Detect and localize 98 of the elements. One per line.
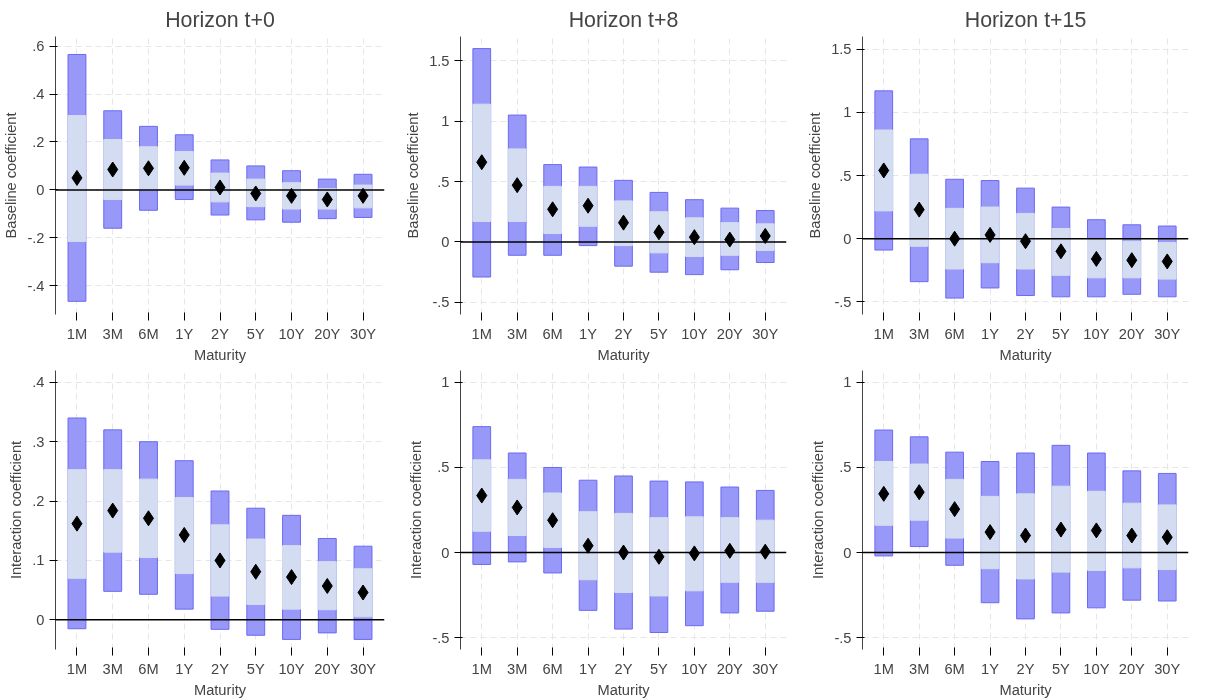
y-axis-title: Baseline coefficient [405, 112, 422, 239]
x-tick-label: 1Y [579, 325, 598, 342]
x-tick-label: 20Y [314, 660, 341, 677]
x-tick-label: 2Y [1016, 325, 1035, 342]
x-tick-label: 2Y [614, 325, 633, 342]
x-tick-label: 30Y [752, 660, 779, 677]
x-tick-label: 5Y [1051, 325, 1071, 342]
y-tick-label: 1 [441, 374, 450, 391]
x-tick-label: 1Y [579, 660, 598, 677]
x-axis-title: Maturity [999, 681, 1053, 698]
x-tick-label: 6M [944, 325, 965, 342]
x-tick-label: 3M [102, 660, 123, 677]
x-tick-label: 1Y [981, 660, 1000, 677]
y-tick-label: 0 [36, 181, 45, 198]
x-axis-title: Maturity [597, 681, 651, 698]
x-tick-label: 2Y [211, 660, 230, 677]
x-tick-label: 5Y [246, 660, 265, 677]
y-tick-label: 1.5 [429, 52, 450, 69]
y-tick-label: 0 [441, 233, 450, 250]
y-tick-label: .5 [839, 167, 852, 184]
x-tick-label: 3M [507, 660, 528, 677]
x-axis-title: Maturity [999, 346, 1053, 363]
y-tick-label: .4 [32, 374, 45, 391]
x-tick-label: 1M [471, 660, 492, 677]
x-tick-label: 30Y [350, 325, 377, 342]
y-axis-title: Interaction coefficient [8, 440, 25, 580]
x-tick-label: 1Y [175, 325, 194, 342]
x-tick-label: 1M [873, 660, 894, 677]
y-tick-label: 0 [36, 611, 45, 628]
x-tick-label: 6M [542, 325, 563, 342]
x-axis-title: Maturity [597, 346, 651, 363]
x-tick-label: 20Y [314, 325, 341, 342]
y-tick-label: .5 [437, 459, 450, 476]
x-tick-label: 10Y [681, 660, 708, 677]
y-tick-label: .1 [32, 552, 45, 569]
x-tick-label: 10Y [1083, 325, 1110, 342]
x-tick-label: 2Y [614, 660, 633, 677]
y-tick-label: .3 [32, 433, 45, 450]
x-tick-label: 30Y [1154, 660, 1181, 677]
y-tick-label: -.2 [27, 229, 45, 246]
x-tick-label: 10Y [278, 660, 305, 677]
chart-title: Horizon t+8 [568, 7, 679, 32]
y-tick-label: -.5 [432, 294, 450, 311]
x-tick-label: 10Y [681, 325, 708, 342]
y-tick-label: 1 [843, 374, 852, 391]
y-tick-label: .2 [32, 493, 45, 510]
x-tick-label: 2Y [1016, 660, 1035, 677]
x-tick-label: 6M [138, 325, 159, 342]
y-tick-label: 0 [843, 544, 852, 561]
x-axis-title: Maturity [193, 681, 247, 698]
y-axis-title: Interaction coefficient [810, 440, 827, 580]
x-tick-label: 20Y [716, 660, 744, 677]
y-tick-label: .5 [839, 459, 852, 476]
x-tick-label: 6M [542, 660, 563, 677]
y-axis-title: Baseline coefficient [3, 112, 20, 239]
y-tick-label: .2 [32, 133, 45, 150]
y-tick-label: -.5 [432, 629, 450, 646]
y-axis-title: Baseline coefficient [807, 112, 824, 239]
y-tick-label: 1 [441, 113, 450, 130]
x-tick-label: 5Y [1051, 660, 1071, 677]
x-tick-label: 20Y [1118, 325, 1146, 342]
x-tick-label: 3M [909, 325, 930, 342]
x-tick-label: 1M [66, 660, 88, 677]
y-tick-label: 0 [441, 544, 450, 561]
x-tick-label: 1M [471, 325, 492, 342]
y-axis-title: Interaction coefficient [408, 440, 425, 580]
x-tick-label: 3M [102, 325, 123, 342]
x-tick-label: 5Y [246, 325, 265, 342]
y-tick-label: 0 [843, 230, 852, 247]
x-axis-title: Maturity [193, 346, 247, 363]
chart-title: Horizon t+0 [165, 7, 275, 32]
x-tick-label: 30Y [1154, 325, 1181, 342]
x-tick-label: 10Y [278, 325, 305, 342]
y-tick-label: 1.5 [831, 41, 852, 58]
x-tick-label: 1Y [175, 660, 194, 677]
y-tick-label: .6 [32, 38, 45, 55]
y-tick-label: .4 [32, 86, 45, 103]
x-tick-label: 20Y [1118, 660, 1146, 677]
y-tick-label: -.5 [834, 293, 852, 310]
x-tick-label: 30Y [350, 660, 377, 677]
x-tick-label: 3M [909, 660, 930, 677]
x-tick-label: 1Y [981, 325, 1000, 342]
x-tick-label: 1M [873, 325, 894, 342]
x-tick-label: 2Y [211, 325, 230, 342]
x-tick-label: 20Y [716, 325, 744, 342]
chart-title: Horizon t+15 [964, 7, 1087, 32]
x-tick-label: 1M [66, 325, 88, 342]
x-tick-label: 30Y [752, 325, 779, 342]
x-tick-label: 5Y [649, 325, 669, 342]
x-tick-label: 10Y [1083, 660, 1110, 677]
y-tick-label: -.5 [834, 629, 852, 646]
x-tick-label: 6M [138, 660, 159, 677]
x-tick-label: 3M [507, 325, 528, 342]
y-tick-label: 1 [843, 104, 852, 121]
x-tick-label: 6M [944, 660, 965, 677]
y-tick-label: -.4 [27, 277, 45, 294]
x-tick-label: 5Y [649, 660, 669, 677]
y-tick-label: .5 [437, 173, 450, 190]
